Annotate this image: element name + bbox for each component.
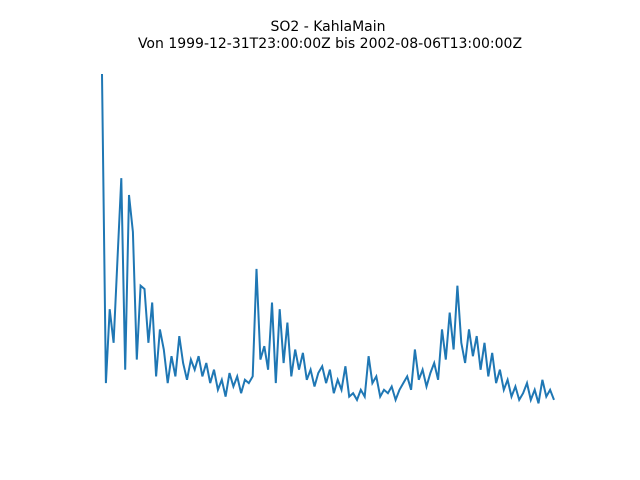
data-line bbox=[101, 73, 555, 404]
chart-subtitle: Von 1999-12-31T23:00:00Z bis 2002-08-06T… bbox=[138, 36, 522, 52]
chart-title: SO2 - KahlaMain bbox=[270, 19, 385, 35]
